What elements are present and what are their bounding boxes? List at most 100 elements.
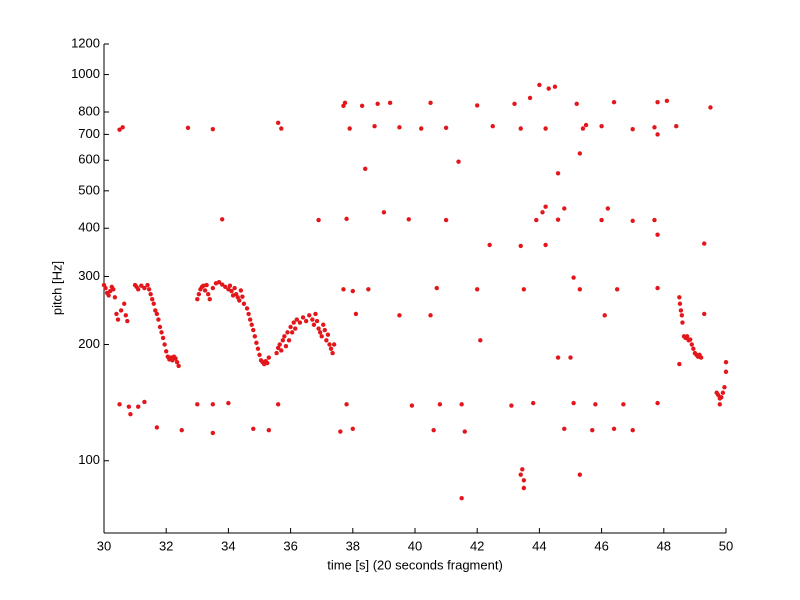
point <box>156 317 161 322</box>
point <box>431 427 436 433</box>
point <box>546 86 551 91</box>
point <box>266 427 272 433</box>
point <box>179 427 184 433</box>
y-tick-label: 300 <box>78 268 100 283</box>
point <box>475 287 480 292</box>
point <box>331 342 337 347</box>
point <box>280 338 286 343</box>
point <box>527 95 533 101</box>
point <box>294 317 300 322</box>
point <box>266 355 272 360</box>
point <box>359 103 365 109</box>
point <box>289 330 295 335</box>
point <box>291 320 296 325</box>
point <box>555 355 561 360</box>
point <box>679 313 685 318</box>
point <box>555 217 561 222</box>
point <box>317 330 323 335</box>
point <box>716 392 721 398</box>
point <box>240 294 245 299</box>
point <box>106 293 111 298</box>
point <box>310 317 315 322</box>
point <box>238 288 244 293</box>
point <box>521 287 527 292</box>
point <box>275 402 281 407</box>
point <box>702 311 707 317</box>
point <box>655 100 660 105</box>
point <box>599 217 604 223</box>
point <box>325 332 331 337</box>
point <box>341 287 346 292</box>
point <box>353 311 359 317</box>
y-tick-label: 200 <box>78 336 100 351</box>
point <box>406 217 411 222</box>
point <box>126 404 132 409</box>
point <box>226 400 231 406</box>
point <box>176 363 181 369</box>
point <box>307 313 312 318</box>
point <box>227 283 233 288</box>
point <box>521 478 527 483</box>
point <box>540 210 545 215</box>
point <box>630 127 635 132</box>
point <box>279 348 284 353</box>
point <box>136 287 141 292</box>
point <box>577 472 583 477</box>
point <box>428 313 433 318</box>
point <box>207 297 212 302</box>
point <box>252 334 258 339</box>
x-tick-label: 32 <box>159 538 173 553</box>
point <box>691 346 696 351</box>
y-tick-label: 400 <box>78 220 100 235</box>
point <box>112 295 118 300</box>
point <box>655 400 660 406</box>
point <box>321 322 326 327</box>
point <box>677 301 683 306</box>
point <box>324 338 329 343</box>
point <box>257 352 262 358</box>
point <box>122 301 127 306</box>
point <box>154 425 160 430</box>
point <box>543 126 548 131</box>
point <box>145 282 150 288</box>
point <box>244 306 250 311</box>
point <box>350 426 355 431</box>
point <box>723 369 729 374</box>
point <box>164 349 169 354</box>
point <box>419 126 424 131</box>
point <box>397 125 402 130</box>
point <box>195 297 200 302</box>
point <box>125 318 130 324</box>
point <box>562 206 567 211</box>
point <box>314 318 320 324</box>
point <box>293 326 298 331</box>
point <box>437 402 443 407</box>
x-tick-label: 50 <box>719 538 733 553</box>
point <box>459 402 464 407</box>
point <box>174 359 180 365</box>
point <box>274 350 279 356</box>
point <box>630 427 635 433</box>
point <box>247 317 253 322</box>
point <box>114 311 119 317</box>
point <box>195 402 200 407</box>
point <box>456 159 461 164</box>
point <box>409 403 415 408</box>
point <box>229 288 234 294</box>
point <box>118 308 124 313</box>
point <box>313 311 318 317</box>
point <box>599 124 604 129</box>
point <box>275 345 281 351</box>
point <box>688 337 693 342</box>
point <box>621 402 626 407</box>
point <box>717 402 722 407</box>
point <box>708 105 713 110</box>
point <box>543 242 548 248</box>
point <box>338 429 343 434</box>
point <box>574 101 579 107</box>
y-tick-label: 600 <box>78 152 100 167</box>
point <box>490 124 495 129</box>
point <box>680 320 685 325</box>
point <box>103 285 108 291</box>
